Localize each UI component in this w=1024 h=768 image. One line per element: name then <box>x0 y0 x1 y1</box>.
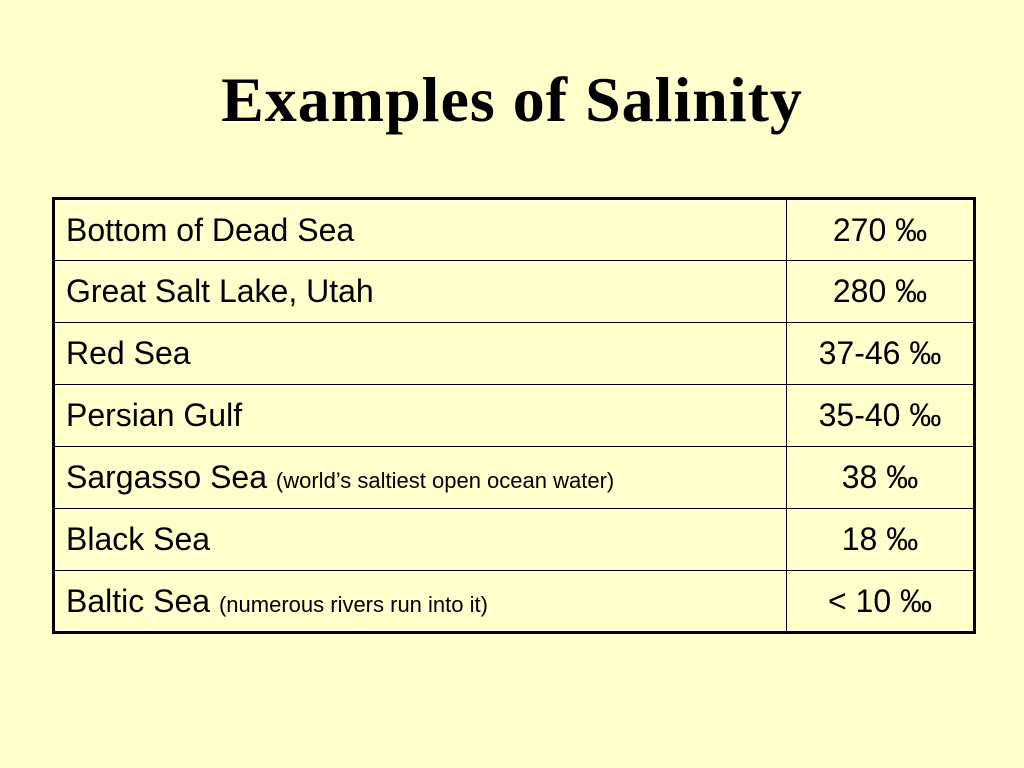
salinity-value: 18 ‰ <box>786 508 975 571</box>
table-row: Bottom of Dead Sea 270 ‰ <box>53 198 975 261</box>
location-cell: Baltic Sea (numerous rivers run into it) <box>53 570 787 633</box>
location-name: Great Salt Lake, Utah <box>66 273 374 309</box>
salinity-table: Bottom of Dead Sea 270 ‰ Great Salt Lake, … <box>52 197 976 634</box>
slide-title: Examples of Salinity <box>221 64 803 135</box>
location-name: Persian Gulf <box>66 397 243 433</box>
table-row: Black Sea 18 ‰ <box>53 508 975 571</box>
location-cell: Persian Gulf <box>53 384 787 447</box>
location-cell: Bottom of Dead Sea <box>53 198 787 261</box>
salinity-value: 270 ‰ <box>786 198 975 261</box>
location-name: Sargasso Sea <box>66 459 268 495</box>
salinity-value: 37-46 ‰ <box>786 322 975 385</box>
salinity-value: 280 ‰ <box>786 260 975 323</box>
location-cell: Sargasso Sea (world’s saltiest open ocea… <box>53 446 787 509</box>
location-cell: Black Sea <box>53 508 787 571</box>
table-body: Bottom of Dead Sea 270 ‰ Great Salt Lake, … <box>53 198 975 633</box>
salinity-value: 35-40 ‰ <box>786 384 975 447</box>
location-cell: Great Salt Lake, Utah <box>53 260 787 323</box>
table-row: Sargasso Sea (world’s saltiest open ocea… <box>53 446 975 509</box>
table-row: Baltic Sea (numerous rivers run into it)… <box>53 570 975 633</box>
location-name: Black Sea <box>66 521 211 557</box>
salinity-value: < 10 ‰ <box>786 570 975 633</box>
location-name: Red Sea <box>66 335 191 371</box>
location-name: Bottom of Dead Sea <box>66 211 355 248</box>
location-note: (world’s saltiest open ocean water) <box>275 468 615 493</box>
table-row: Red Sea 37-46 ‰ <box>53 322 975 385</box>
table-row: Persian Gulf 35-40 ‰ <box>53 384 975 447</box>
location-cell: Red Sea <box>53 322 787 385</box>
table-row: Great Salt Lake, Utah 280 ‰ <box>53 260 975 323</box>
location-note: (numerous rivers run into it) <box>218 591 488 617</box>
location-name: Baltic Sea <box>66 582 211 619</box>
salinity-value: 38 ‰ <box>786 446 975 509</box>
